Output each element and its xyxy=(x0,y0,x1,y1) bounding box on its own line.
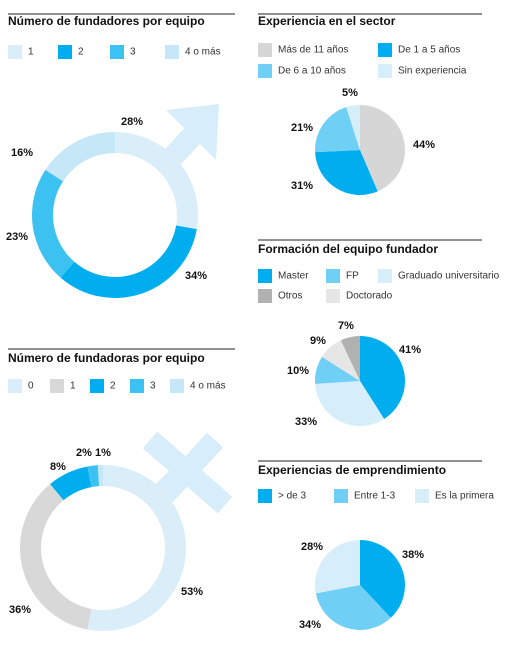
donut-segment xyxy=(87,465,100,488)
legend-label: Es la primera xyxy=(435,491,494,502)
value-label: 9% xyxy=(310,335,326,347)
legend-label: 4 o más xyxy=(190,381,226,392)
value-label: 2% xyxy=(76,447,92,459)
legend-swatch xyxy=(326,289,340,303)
legend-swatch xyxy=(58,45,72,59)
value-label: 28% xyxy=(301,541,323,553)
legend-swatch xyxy=(110,45,124,59)
female-symbol xyxy=(142,431,233,514)
female-cross-bar xyxy=(151,432,224,508)
value-label: 5% xyxy=(342,87,358,99)
legend-swatch xyxy=(165,45,179,59)
legend-label: De 6 a 10 años xyxy=(278,66,346,77)
pie-slice xyxy=(315,107,360,153)
pie-slice xyxy=(360,540,405,618)
value-label: 23% xyxy=(6,231,28,243)
legend-swatch xyxy=(50,379,64,393)
legend-swatch xyxy=(326,269,340,283)
pie-slice xyxy=(322,340,360,381)
donut-segment xyxy=(115,132,198,230)
male-arrow-head xyxy=(166,104,219,160)
legend-swatch xyxy=(130,379,144,393)
value-label: 1% xyxy=(95,447,111,459)
value-label: 34% xyxy=(299,619,321,631)
donut-segment xyxy=(45,132,116,182)
legend-label: Doctorado xyxy=(346,291,393,302)
donut-segment xyxy=(97,465,103,487)
legend-label: 4 o más xyxy=(185,47,221,58)
pie-slice xyxy=(315,356,360,384)
value-label: 38% xyxy=(402,549,424,561)
legend-swatch xyxy=(378,64,392,78)
legend-label: 2 xyxy=(78,47,84,58)
legend-label: Master xyxy=(278,271,309,282)
pie-slice xyxy=(360,336,406,419)
pie-slice xyxy=(360,105,405,192)
legend-label: 3 xyxy=(130,47,136,58)
donut-segment xyxy=(32,169,75,278)
donut-segment xyxy=(60,225,197,298)
legend-label: Sin experiencia xyxy=(398,66,467,77)
value-label: 8% xyxy=(50,461,66,473)
pie-slice xyxy=(315,150,378,195)
legend-label: Otros xyxy=(278,291,302,302)
legend-swatch xyxy=(8,45,22,59)
legend-label: > de 3 xyxy=(278,491,307,502)
legend-swatch xyxy=(8,379,22,393)
value-label: 34% xyxy=(185,270,207,282)
value-label: 44% xyxy=(413,139,435,151)
chart-title: Experiencia en el sector xyxy=(258,14,396,28)
legend-swatch xyxy=(258,489,272,503)
value-label: 36% xyxy=(9,604,31,616)
male-symbol xyxy=(161,104,219,168)
legend-swatch xyxy=(90,379,104,393)
legend-swatch xyxy=(258,269,272,283)
pie-slice xyxy=(315,540,360,594)
legend-label: Entre 1-3 xyxy=(354,491,396,502)
value-label: 16% xyxy=(11,147,33,159)
legend-swatch xyxy=(415,489,429,503)
value-label: 28% xyxy=(121,116,143,128)
value-label: 33% xyxy=(295,416,317,428)
chart-title: Número de fundadores por equipo xyxy=(8,14,205,28)
value-label: 10% xyxy=(287,365,309,377)
legend-swatch xyxy=(258,289,272,303)
value-label: 41% xyxy=(399,344,421,356)
chart-title: Experiencias de emprendimiento xyxy=(258,463,446,477)
legend-swatch xyxy=(378,269,392,283)
legend-label: 2 xyxy=(110,381,116,392)
donut-segment xyxy=(87,465,186,631)
legend-swatch xyxy=(258,43,272,57)
legend-label: Más de 11 años xyxy=(278,45,348,56)
legend-label: 3 xyxy=(150,381,156,392)
legend-label: 0 xyxy=(28,381,34,392)
legend-swatch xyxy=(334,489,348,503)
legend-label: 1 xyxy=(70,381,76,392)
chart-title: Formación del equipo fundador xyxy=(258,242,438,256)
pie-slice xyxy=(315,585,391,630)
legend-label: 1 xyxy=(28,47,34,58)
legend-label: De 1 a 5 años xyxy=(398,45,460,56)
legend-label: Graduado universitario xyxy=(398,271,500,282)
pie-slice xyxy=(340,336,360,381)
chart-title: Número de fundadoras por equipo xyxy=(8,351,205,365)
value-label: 21% xyxy=(291,122,313,134)
legend-swatch xyxy=(170,379,184,393)
value-label: 31% xyxy=(291,180,313,192)
legend-label: FP xyxy=(346,271,359,282)
legend-swatch xyxy=(258,64,272,78)
donut-segment xyxy=(19,484,92,630)
value-label: 53% xyxy=(181,586,203,598)
pie-slice xyxy=(315,381,385,426)
pie-slice xyxy=(346,105,360,150)
value-label: 7% xyxy=(338,320,354,332)
legend-swatch xyxy=(378,43,392,57)
donut-segment xyxy=(50,466,92,501)
